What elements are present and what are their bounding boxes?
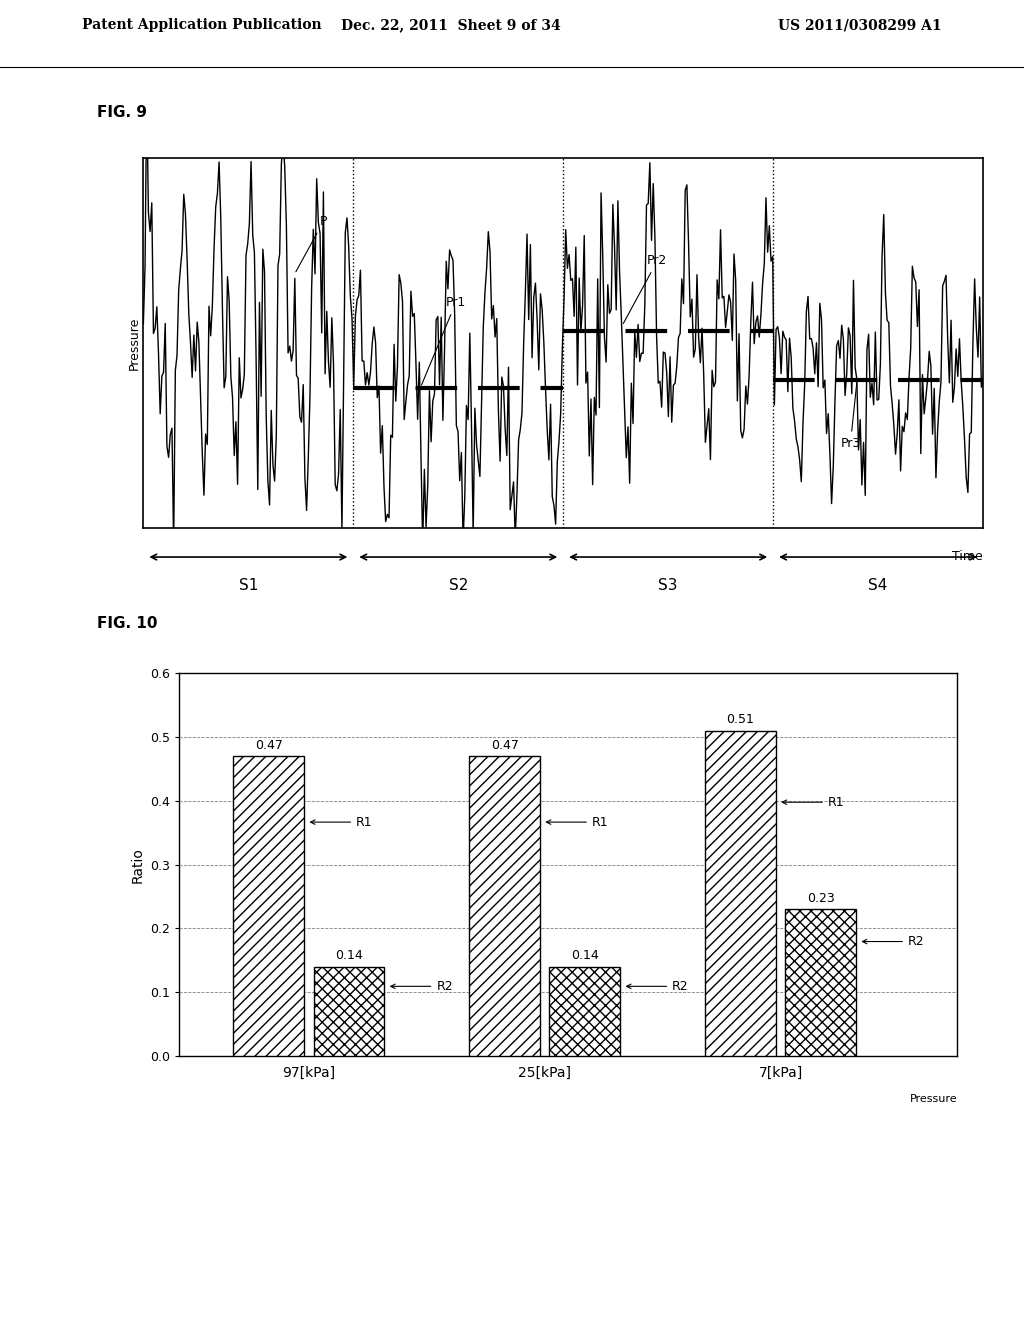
Text: Patent Application Publication: Patent Application Publication bbox=[82, 18, 322, 33]
Text: 0.51: 0.51 bbox=[727, 713, 755, 726]
Text: S2: S2 bbox=[449, 578, 468, 593]
Text: S3: S3 bbox=[658, 578, 678, 593]
Text: S4: S4 bbox=[868, 578, 888, 593]
Text: Pr2: Pr2 bbox=[624, 255, 668, 323]
Y-axis label: Pressure: Pressure bbox=[128, 317, 140, 370]
Text: Pr1: Pr1 bbox=[422, 296, 466, 385]
Text: FIG. 9: FIG. 9 bbox=[97, 104, 147, 120]
Text: Time: Time bbox=[952, 550, 983, 564]
Bar bbox=[550, 966, 621, 1056]
Bar bbox=[313, 966, 384, 1056]
Text: R2: R2 bbox=[391, 979, 453, 993]
Text: Dec. 22, 2011  Sheet 9 of 34: Dec. 22, 2011 Sheet 9 of 34 bbox=[341, 18, 560, 33]
Text: R2: R2 bbox=[862, 935, 925, 948]
Text: R1: R1 bbox=[547, 816, 608, 829]
Text: R2: R2 bbox=[627, 979, 689, 993]
Text: 0.47: 0.47 bbox=[255, 739, 283, 751]
Bar bbox=[706, 731, 776, 1056]
Text: Pr3: Pr3 bbox=[841, 383, 860, 450]
Text: US 2011/0308299 A1: US 2011/0308299 A1 bbox=[778, 18, 942, 33]
Text: 0.14: 0.14 bbox=[571, 949, 599, 962]
Bar bbox=[233, 756, 304, 1056]
Text: P: P bbox=[296, 215, 328, 272]
Text: R1: R1 bbox=[310, 816, 373, 829]
Y-axis label: Ratio: Ratio bbox=[131, 846, 144, 883]
Bar bbox=[469, 756, 540, 1056]
Text: 0.47: 0.47 bbox=[490, 739, 518, 751]
Text: R1: R1 bbox=[782, 796, 845, 809]
Text: Pressure: Pressure bbox=[909, 1094, 957, 1105]
Text: 0.14: 0.14 bbox=[335, 949, 362, 962]
Bar bbox=[785, 909, 856, 1056]
Text: 0.23: 0.23 bbox=[807, 892, 835, 904]
Text: FIG. 10: FIG. 10 bbox=[97, 616, 158, 631]
Text: S1: S1 bbox=[239, 578, 258, 593]
